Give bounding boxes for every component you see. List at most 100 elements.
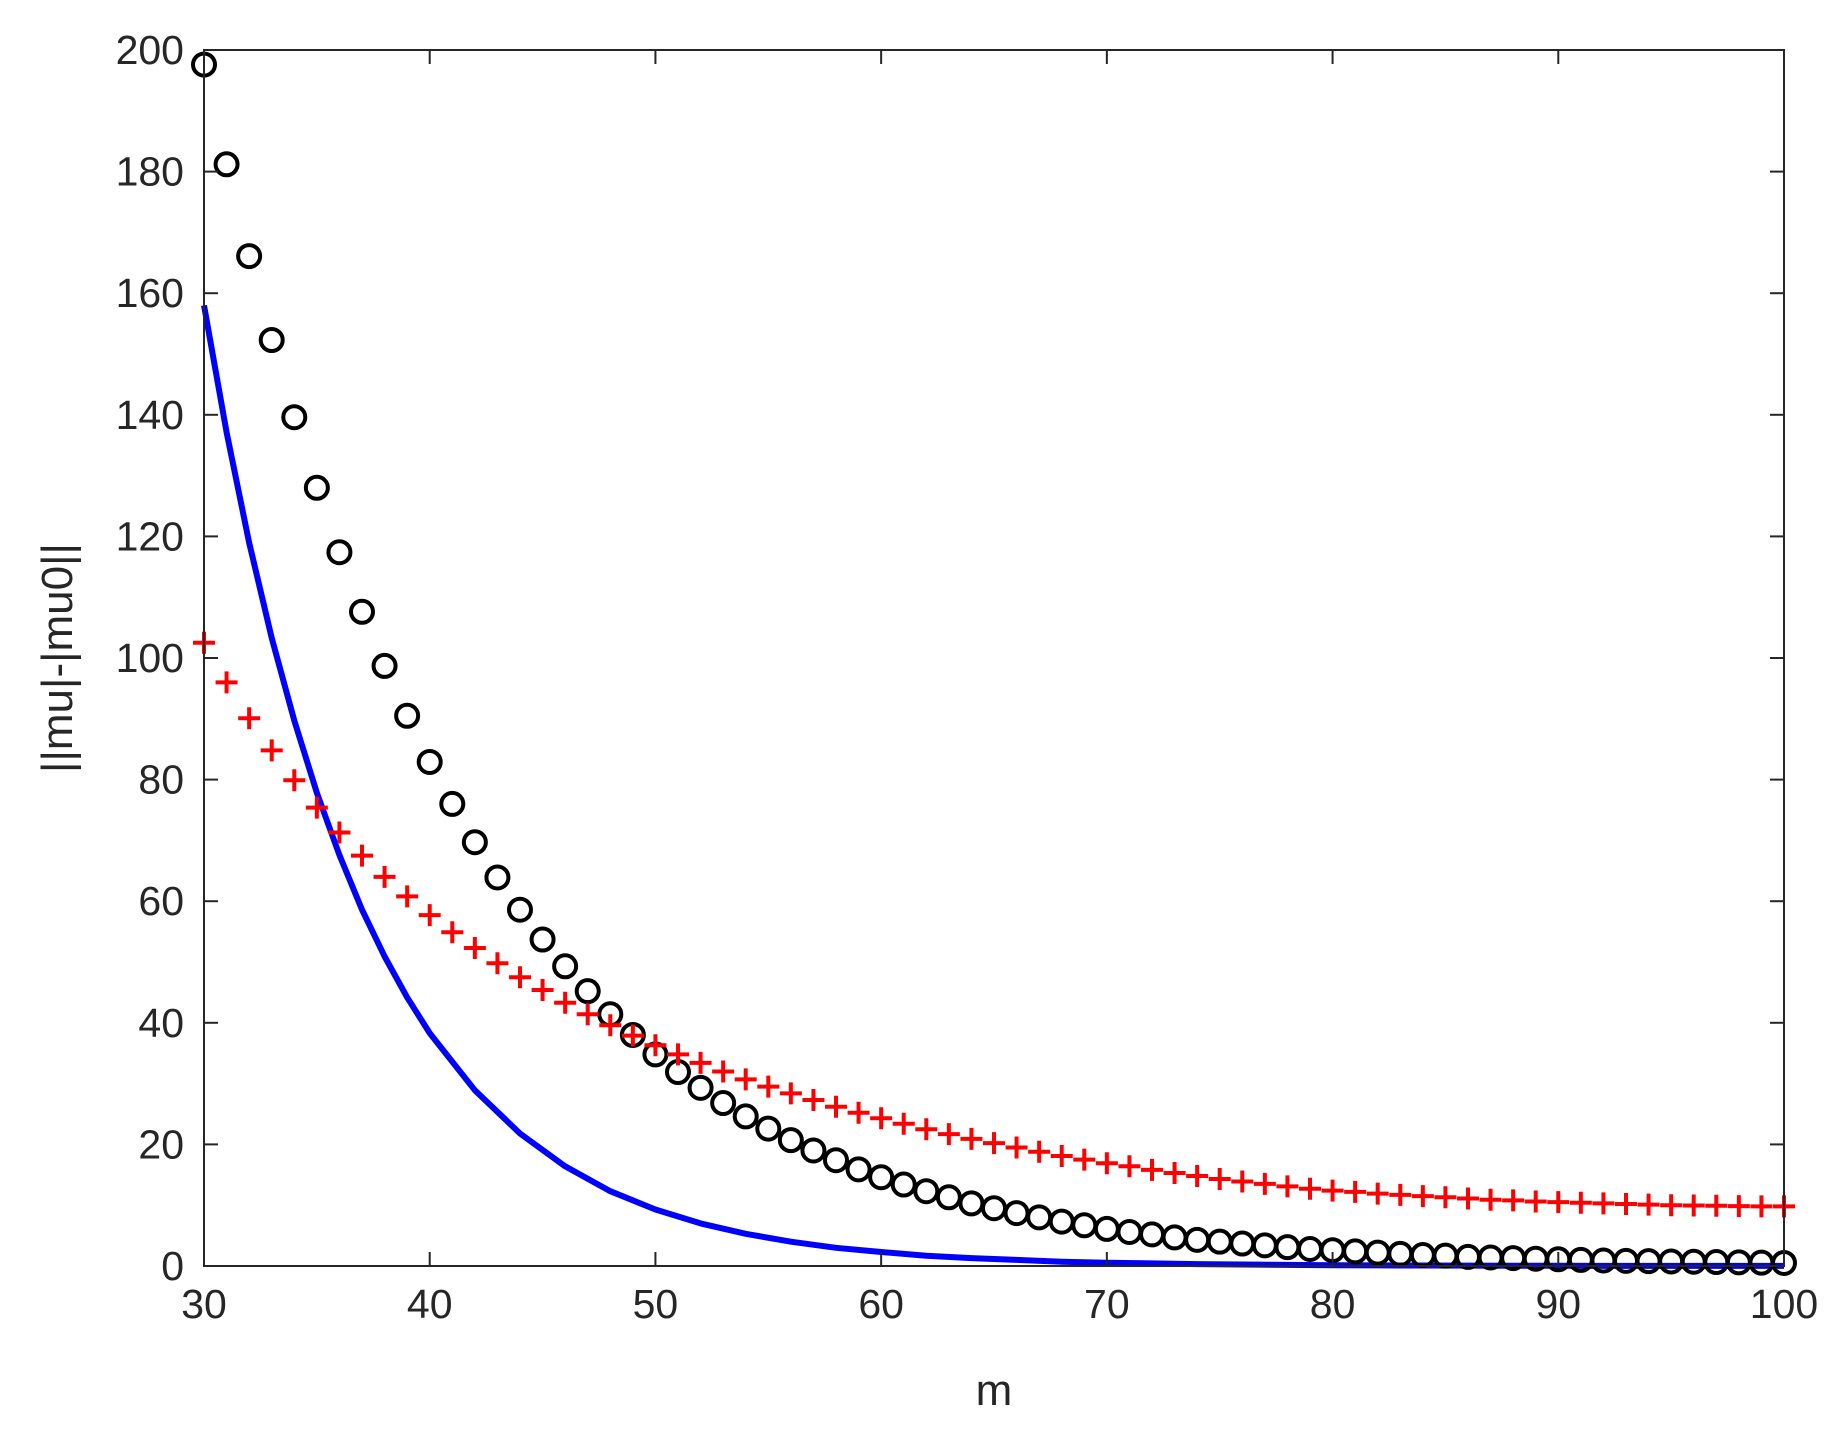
data-point-circle [439,790,466,817]
data-point-plus [1299,1177,1321,1200]
data-point-plus [1028,1140,1051,1163]
data-point-circle [371,652,398,679]
data-point-plus [1615,1192,1637,1215]
data-point-plus [1389,1183,1412,1206]
x-tick-label: 70 [1084,1281,1130,1327]
data-point-circle [777,1127,804,1154]
data-point-plus [1366,1182,1389,1205]
data-point-circle [710,1090,737,1117]
data-point-plus [1163,1161,1186,1184]
data-point-plus [915,1118,938,1141]
axis-ticks: 30 40 50 60 70 80 90 100 0 20 40 60 80 100 120 140 160 18… [116,27,1819,1327]
data-point-plus [621,1024,644,1047]
data-point-plus [870,1107,893,1130]
data-point-plus [779,1082,802,1105]
y-tick-label: 80 [138,757,184,803]
data-point-plus [983,1132,1005,1155]
data-point-plus [667,1043,689,1066]
data-point-plus [1231,1170,1254,1193]
data-point-plus [238,707,261,730]
data-point-plus [1547,1191,1570,1214]
data-point-plus [1186,1165,1209,1188]
data-point-plus [757,1075,780,1098]
data-point-circle [868,1164,895,1191]
data-point-circle [461,829,488,856]
data-point-plus [825,1095,847,1118]
data-point-plus [396,885,419,908]
data-point-plus [1727,1195,1750,1218]
data-point-circle [258,327,285,354]
y-tick-label: 140 [116,392,184,438]
x-tick-label: 40 [407,1281,453,1327]
data-point-circle [732,1103,759,1130]
y-tick-label: 100 [116,635,184,681]
data-point-plus [1479,1188,1502,1211]
x-tick-label: 100 [1750,1281,1818,1327]
x-axis-label: m [976,1366,1013,1415]
data-point-circle [349,598,375,625]
data-point-plus [1253,1172,1276,1195]
data-point-plus [1660,1194,1683,1217]
data-point-plus [937,1123,960,1146]
data-point-plus [305,796,328,819]
data-point-plus [1502,1189,1525,1212]
data-point-circle [552,953,579,980]
x-tick-label: 90 [1535,1281,1581,1327]
data-point-plus [328,821,351,844]
y-tick-label: 180 [116,149,184,195]
plot-background [204,50,1784,1266]
data-point-plus [1141,1158,1163,1181]
data-point-plus [441,921,464,944]
data-point-circle [507,896,533,923]
data-point-circle [416,748,443,775]
data-point-plus [1411,1185,1434,1208]
data-point-plus [554,991,577,1014]
y-axis-label: ||mu|-|mu0|| [33,543,82,773]
data-point-plus [486,952,509,975]
y-tick-label: 60 [138,878,184,924]
series-2 [193,631,1795,1218]
y-tick-label: 40 [138,1000,184,1046]
data-point-circle [687,1074,714,1101]
data-point-plus [373,865,396,888]
data-point-plus [1434,1186,1457,1209]
data-point-circle [935,1184,962,1211]
data-point-circle [281,404,308,431]
y-tick-label: 160 [116,270,184,316]
data-point-plus [1457,1187,1479,1210]
data-point-plus [1592,1192,1615,1215]
data-point-plus [802,1089,825,1112]
data-point-circle [823,1147,849,1174]
data-point-plus [644,1034,667,1057]
data-point-circle [755,1115,782,1142]
data-point-plus [1005,1136,1028,1159]
data-point-plus [418,904,441,927]
x-tick-label: 30 [181,1281,227,1327]
data-point-plus [463,937,486,960]
data-point-plus [531,978,554,1001]
data-point-plus [1524,1190,1547,1213]
data-point-plus [1569,1191,1592,1214]
data-point-plus [847,1101,870,1124]
data-point-plus [1208,1168,1231,1191]
data-point-circle [890,1171,917,1198]
data-point-circle [845,1156,872,1183]
data-point-plus [1095,1152,1118,1175]
data-point-plus [689,1051,712,1074]
data-point-plus [1050,1144,1073,1167]
data-point-plus [283,769,306,792]
data-point-circle [574,978,601,1005]
data-point-plus [1073,1148,1096,1171]
y-tick-label: 0 [161,1243,184,1289]
x-tick-label: 80 [1310,1281,1356,1327]
data-point-plus [1321,1179,1344,1202]
y-tick-label: 200 [116,27,184,73]
data-point-plus [1750,1195,1773,1218]
data-point-plus [215,671,238,694]
data-point-plus [1637,1193,1660,1216]
data-point-circle [800,1137,827,1164]
x-tick-label: 50 [633,1281,679,1327]
data-point-plus [1344,1180,1367,1203]
y-tick-label: 20 [138,1121,184,1167]
